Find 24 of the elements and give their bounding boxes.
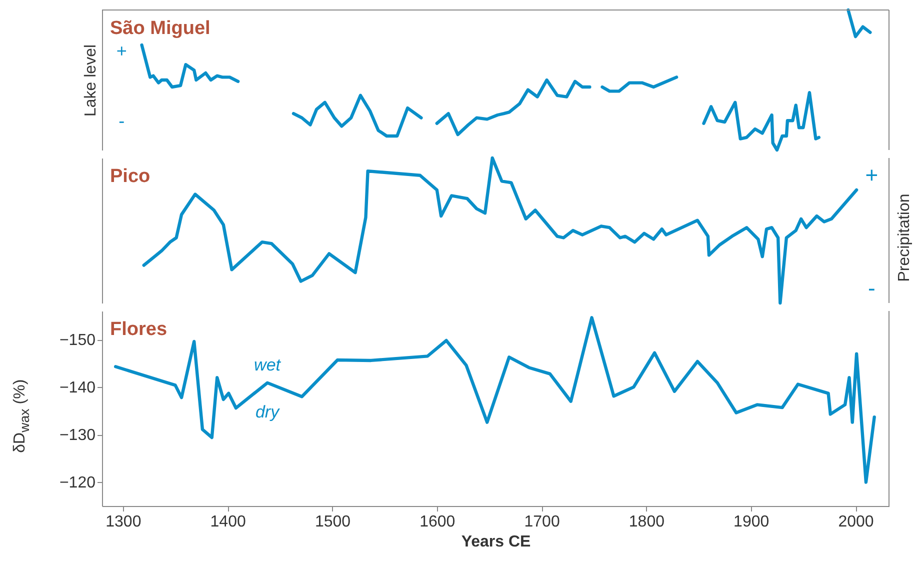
- annotation: +: [865, 162, 878, 188]
- x-tick-label: 1600: [420, 514, 456, 530]
- x-tick-label: 1800: [628, 514, 665, 530]
- x-tick-label: 1900: [734, 514, 770, 530]
- annotation: -: [868, 276, 876, 300]
- y-tick-label: −120: [59, 474, 96, 492]
- y-tick-label: −150: [59, 332, 96, 350]
- x-axis-title: Years CE: [461, 534, 532, 550]
- chart-title: Flores: [110, 319, 168, 340]
- annotation: dry: [255, 402, 281, 422]
- x-tick-label: 2000: [838, 514, 874, 530]
- x-tick-label: 1300: [106, 514, 142, 530]
- annotation: +: [116, 41, 127, 61]
- y-tick-label: −130: [59, 427, 96, 444]
- x-tick-label: 1500: [314, 514, 351, 530]
- chart-title: Pico: [110, 166, 150, 187]
- y-axis-title: Lake level: [82, 44, 100, 117]
- y-tick-label: −140: [59, 380, 96, 397]
- annotation: wet: [254, 356, 282, 375]
- x-tick-label: 1400: [210, 514, 246, 530]
- annotation: -: [118, 111, 125, 131]
- x-tick-label: 1700: [524, 514, 560, 530]
- chart-title: São Miguel: [110, 18, 210, 39]
- y2-axis-title: Precipitation: [896, 194, 913, 282]
